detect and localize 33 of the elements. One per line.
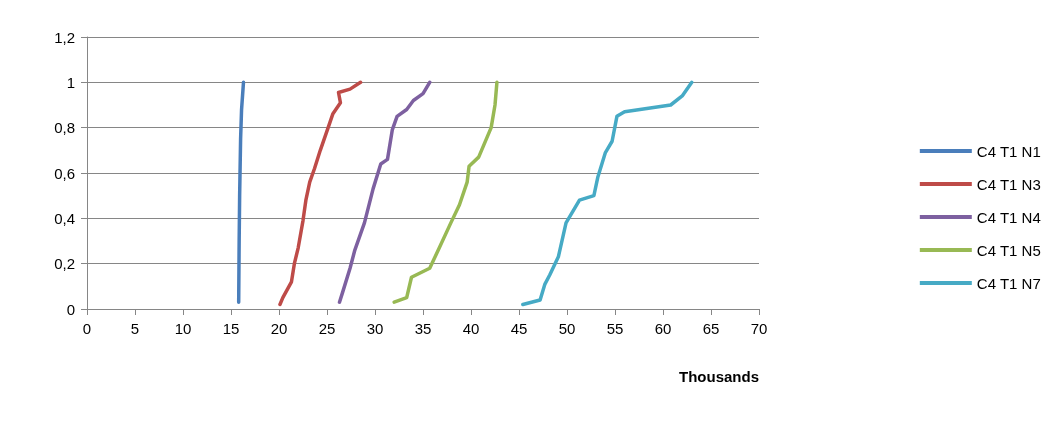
y-tick-label: 0,2: [54, 255, 75, 273]
x-tick-label: 40: [462, 320, 480, 337]
line-series: [337, 80, 432, 304]
x-tick-label: 10: [174, 320, 192, 337]
x-tick-label: 60: [654, 320, 672, 337]
x-tick-label: 45: [510, 320, 528, 337]
x-tick-label: 50: [558, 320, 576, 337]
legend-label: C4 T1 N3: [976, 175, 1041, 193]
y-tick-label: 0,4: [54, 209, 75, 227]
y-tick-label: 1: [66, 73, 75, 91]
legend-label: C4 T1 N7: [976, 274, 1041, 292]
x-tick-label: 35: [414, 320, 432, 337]
x-axis-title: Thousands: [678, 368, 759, 385]
x-tick-label: 55: [606, 320, 624, 337]
x-tick-label: 0: [82, 320, 92, 337]
y-tick-label: 0,8: [54, 119, 75, 137]
line-series: [521, 80, 694, 307]
y-tick-label: 1,2: [54, 28, 75, 46]
x-tick-label: 70: [750, 320, 768, 337]
x-tick-label: 20: [270, 320, 288, 337]
line-series: [236, 80, 246, 304]
legend-label: C4 T1 N4: [976, 208, 1041, 226]
y-tick-label: 0,6: [54, 164, 75, 182]
x-tick-label: 30: [366, 320, 384, 337]
x-tick-label: 25: [318, 320, 336, 337]
x-tick-label: 5: [130, 320, 140, 337]
x-tick-label: 15: [222, 320, 240, 337]
x-tick-label: 65: [702, 320, 720, 337]
line-series: [278, 80, 363, 307]
legend-label: C4 T1 N1: [976, 142, 1041, 160]
y-tick-label: 0: [66, 300, 75, 318]
legend-label: C4 T1 N5: [976, 241, 1041, 259]
line-series: [392, 80, 499, 304]
